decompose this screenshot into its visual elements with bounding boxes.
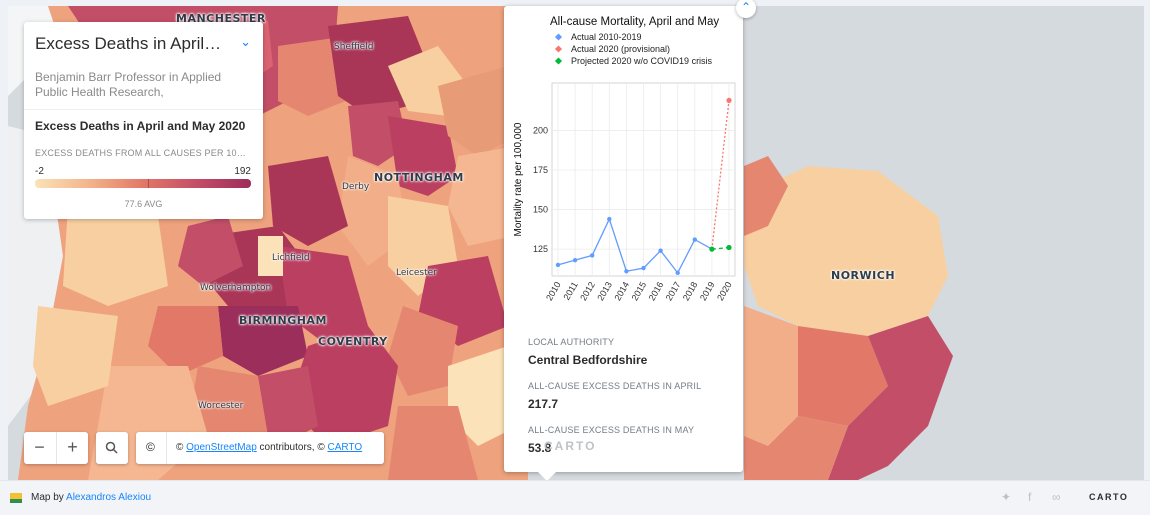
data-point <box>692 237 697 242</box>
place-label: Derby <box>342 182 370 192</box>
place-label: NOTTINGHAM <box>374 171 464 184</box>
data-point <box>624 269 629 274</box>
legend-swatch <box>554 57 563 65</box>
legend-min: -2 <box>35 166 44 177</box>
facebook-icon[interactable]: f <box>1028 490 1032 504</box>
legend-description: Benjamin Barr Professor in Applied Publi… <box>35 70 222 99</box>
avg-marker <box>148 179 149 188</box>
data-point <box>641 265 646 271</box>
chevron-up-icon[interactable]: ⌃ <box>736 0 756 18</box>
chevron-down-icon[interactable]: ⌄ <box>240 34 251 49</box>
y-tick-label: 175 <box>533 165 548 175</box>
y-tick-label: 150 <box>533 205 548 215</box>
series-line <box>557 217 713 275</box>
legend-average: 77.6 AVG <box>124 199 163 209</box>
popup-pointer <box>538 472 556 481</box>
x-tick-label: 2010 <box>544 280 563 302</box>
legend-layer-title: Excess Deaths in April and May 2020 <box>35 119 246 133</box>
color-ramp <box>35 179 251 188</box>
may-label: ALL-CAUSE EXCESS DEATHS IN MAY <box>528 425 695 435</box>
map-by-label: Map by <box>31 492 67 503</box>
copyright-icon[interactable]: © <box>146 440 155 454</box>
place-label: Sheffield <box>334 42 374 52</box>
place-label: COVENTRY <box>318 335 388 348</box>
series-line <box>711 100 730 250</box>
mortality-chart: All-cause Mortality, April and May Actual… <box>513 16 736 302</box>
legend-entry: Actual 2010-2019 <box>571 32 642 42</box>
x-tick-label: 2017 <box>664 280 683 302</box>
attr-mid: contributors, © <box>256 442 328 453</box>
data-point <box>726 97 732 104</box>
legend-entry: Actual 2020 (provisional) <box>571 44 670 54</box>
x-tick-label: 2015 <box>630 280 649 302</box>
data-point <box>658 248 663 253</box>
search-icon <box>105 441 118 454</box>
carto-link[interactable]: CARTO <box>327 442 363 453</box>
link-icon[interactable]: ∞ <box>1052 490 1061 504</box>
legend-swatch <box>554 45 563 53</box>
place-label: Leicester <box>396 268 437 278</box>
place-label: MANCHESTER <box>176 12 266 25</box>
x-tick-label: 2020 <box>715 280 734 302</box>
place-label: NORWICH <box>831 269 896 282</box>
data-point <box>709 246 715 252</box>
authority-value: Central Bedfordshire <box>528 353 648 367</box>
attr-prefix: © <box>176 442 187 453</box>
authority-label: LOCAL AUTHORITY <box>528 337 615 347</box>
divider <box>166 432 167 464</box>
legend-swatch <box>554 33 563 41</box>
legend-card: Excess Deaths in April a... ⌄ Benjamin B… <box>24 22 263 219</box>
carto-brand: CARTO <box>1089 492 1129 502</box>
x-tick-label: 2013 <box>595 280 614 302</box>
data-point <box>607 216 612 222</box>
map-logo-icon <box>10 493 22 503</box>
x-tick-label: 2018 <box>681 280 700 302</box>
feature-popup: ⌃ All-cause Mortality, April and May Actu… <box>504 0 756 481</box>
x-tick-label: 2011 <box>561 280 579 302</box>
data-point <box>726 244 732 251</box>
zoom-out-button[interactable]: − <box>34 437 45 457</box>
data-point <box>590 253 595 258</box>
osm-link[interactable]: OpenStreetMap <box>186 442 257 453</box>
legend-title[interactable]: Excess Deaths in April a... <box>35 34 225 53</box>
search-button[interactable] <box>96 432 128 464</box>
divider <box>56 432 57 464</box>
attribution-text: © OpenStreetMap contributors, © CARTO <box>176 442 362 453</box>
author-link[interactable]: Alexandros Alexiou <box>66 492 152 503</box>
april-label: ALL-CAUSE EXCESS DEATHS IN APRIL <box>528 381 702 391</box>
y-tick-label: 200 <box>533 125 548 135</box>
data-point <box>572 257 578 263</box>
legend-entry: Projected 2020 w/o COVID19 crisis <box>571 56 713 66</box>
x-tick-label: 2019 <box>698 280 717 302</box>
april-value: 217.7 <box>528 397 559 411</box>
y-axis-label: Mortality rate per 100,000 <box>513 122 524 236</box>
place-label: Lichfield <box>272 253 310 263</box>
twitter-icon[interactable]: ✦ <box>1001 490 1012 504</box>
x-tick-label: 2012 <box>578 280 597 302</box>
zoom-control: − + <box>24 432 88 464</box>
x-tick-label: 2014 <box>612 280 631 302</box>
may-value: 53.8 <box>528 441 552 455</box>
data-point <box>675 270 680 276</box>
legend-caption: EXCESS DEATHS FROM ALL CAUSES PER 100,..… <box>35 148 249 158</box>
carto-watermark: CARTO <box>544 439 597 453</box>
place-label: BIRMINGHAM <box>239 314 327 327</box>
data-point <box>555 262 561 268</box>
place-label: Wolverhampton <box>200 283 272 293</box>
zoom-in-button[interactable]: + <box>67 437 78 457</box>
place-label: Worcester <box>198 401 244 411</box>
chart-title: All-cause Mortality, April and May <box>550 16 719 28</box>
series-line <box>711 246 730 250</box>
footer-bar: Map by Alexandros Alexiou ✦ f ∞ CARTO <box>0 480 1150 515</box>
divider <box>24 109 263 110</box>
x-tick-label: 2016 <box>647 280 666 302</box>
attribution: © © OpenStreetMap contributors, © CARTO <box>136 432 384 464</box>
legend-max: 192 <box>234 166 251 177</box>
y-tick-label: 125 <box>533 244 548 254</box>
map-by-text: Map by Alexandros Alexiou <box>31 492 151 503</box>
